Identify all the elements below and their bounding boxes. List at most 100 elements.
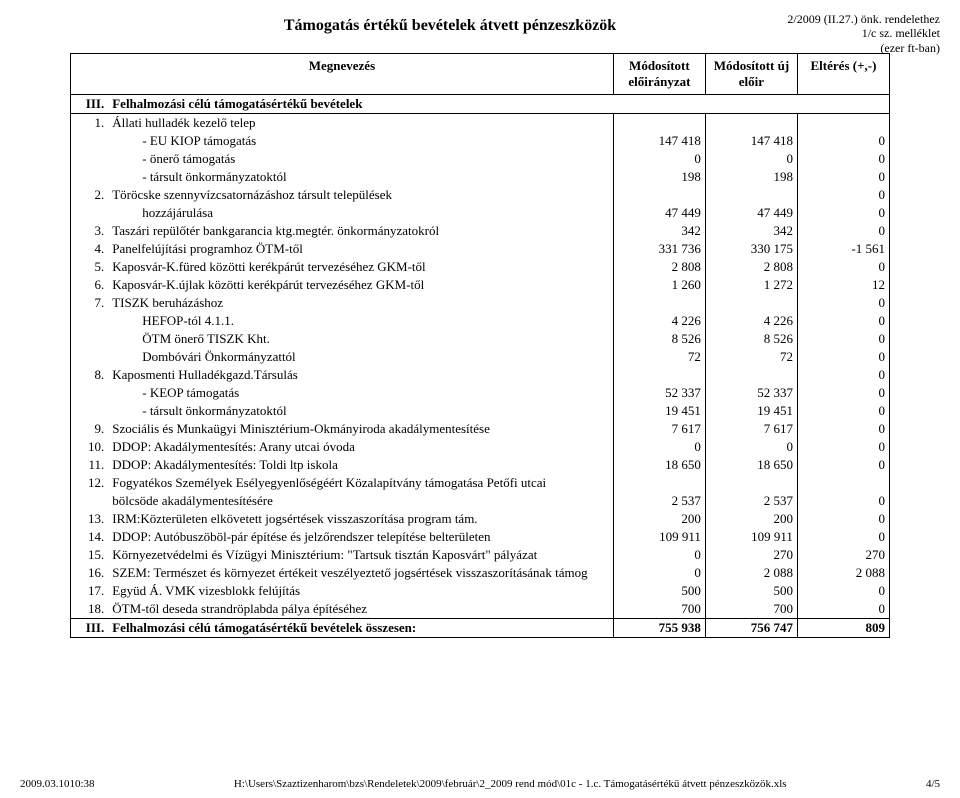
row-v1: 2 537 [613,492,705,510]
row-name: ÖTM önerő TISZK Kht. [108,330,613,348]
row-num: 2. [71,186,109,204]
row-v3: 0 [797,492,889,510]
row-num [71,402,109,420]
row-v3: 0 [797,168,889,186]
row-v2: 147 418 [705,132,797,150]
table-row: 5.Kaposvár-K.füred közötti kerékpárút te… [71,258,890,276]
row-v2: 18 650 [705,456,797,474]
row-v3: 12 [797,276,889,294]
row-v3: 0 [797,294,889,312]
table-row: 18.ÖTM-től deseda strandröplabda pálya é… [71,600,890,619]
row-v1 [613,186,705,204]
row-num [71,168,109,186]
row-v2: 0 [705,150,797,168]
table-row: 3.Taszári repülőtér bankgarancia ktg.meg… [71,222,890,240]
row-v1 [613,294,705,312]
row-v2: 47 449 [705,204,797,222]
row-v2: 52 337 [705,384,797,402]
row-v1: 0 [613,150,705,168]
row-name: IRM:Közterületen elkövetett jogsértések … [108,510,613,528]
row-v2: 198 [705,168,797,186]
row-name: Taszári repülőtér bankgarancia ktg.megté… [108,222,613,240]
total-label: Felhalmozási célú támogatásértékű bevéte… [108,619,613,638]
row-v1: 18 650 [613,456,705,474]
row-v1: 331 736 [613,240,705,258]
row-name: DDOP: Autóbuszöböl-pár építése és jelzőr… [108,528,613,546]
row-v1: 342 [613,222,705,240]
page-footer: 2009.03.1010:38 H:\Users\Szaztizenharom\… [20,778,940,790]
row-num [71,492,109,510]
table-row: ÖTM önerő TISZK Kht.8 5268 5260 [71,330,890,348]
row-name: Állati hulladék kezelő telep [108,114,613,133]
row-name: DDOP: Akadálymentesítés: Arany utcai óvo… [108,438,613,456]
row-v3: 0 [797,510,889,528]
table-row: 1.Állati hulladék kezelő telep [71,114,890,133]
row-v2: 2 088 [705,564,797,582]
page-title: Támogatás értékű bevételek átvett pénzes… [220,17,680,35]
section-label: Felhalmozási célú támogatásértékű bevéte… [108,95,889,114]
row-v1: 700 [613,600,705,619]
total-num: III. [71,619,109,638]
row-name: TISZK beruházáshoz [108,294,613,312]
section-num: III. [71,95,109,114]
row-num: 12. [71,474,109,492]
row-num: 15. [71,546,109,564]
row-name: Panelfelújítási programhoz ÖTM-től [108,240,613,258]
row-num: 3. [71,222,109,240]
row-num: 6. [71,276,109,294]
table-row: 15.Környezetvédelmi és Vízügyi Minisztér… [71,546,890,564]
row-num [71,348,109,366]
table-row: 14.DDOP: Autóbuszöböl-pár építése és jel… [71,528,890,546]
row-num [71,312,109,330]
row-v2: 2 808 [705,258,797,276]
table-row: hozzájárulása47 44947 4490 [71,204,890,222]
table-row: 8.Kaposmenti Hulladékgazd.Társulás0 [71,366,890,384]
footer-timestamp: 2009.03.1010:38 [20,778,95,790]
row-v3: 0 [797,312,889,330]
row-v3: 270 [797,546,889,564]
row-v3: 0 [797,528,889,546]
data-table: Megnevezés Módosított előirányzat Módosí… [70,53,890,638]
table-row: 17.Együd Á. VMK vizesblokk felújítás5005… [71,582,890,600]
total-v3: 809 [797,619,889,638]
row-v1: 1 260 [613,276,705,294]
footer-page-number: 4/5 [926,778,940,790]
row-v3: -1 561 [797,240,889,258]
row-name: Szociális és Munkaügyi Minisztérium-Okmá… [108,420,613,438]
row-v3: 0 [797,582,889,600]
row-v3: 0 [797,258,889,276]
row-name: Együd Á. VMK vizesblokk felújítás [108,582,613,600]
row-v1: 198 [613,168,705,186]
row-v1: 19 451 [613,402,705,420]
row-v2: 109 911 [705,528,797,546]
table-row: Dombóvári Önkormányzattól72720 [71,348,890,366]
table-header-row: Megnevezés Módosított előirányzat Módosí… [71,54,890,95]
row-v1: 2 808 [613,258,705,276]
row-v1: 52 337 [613,384,705,402]
row-v2 [705,114,797,133]
table-row: HEFOP-tól 4.1.1.4 2264 2260 [71,312,890,330]
row-name: Töröcske szennyvízcsatornázáshoz társult… [108,186,613,204]
table-row: 4.Panelfelújítási programhoz ÖTM-től331 … [71,240,890,258]
table-row: 10.DDOP: Akadálymentesítés: Arany utcai … [71,438,890,456]
row-v2: 200 [705,510,797,528]
row-name: SZEM: Természet és környezet értékeit ve… [108,564,613,582]
row-name: - KEOP támogatás [108,384,613,402]
row-name: hozzájárulása [108,204,613,222]
footer-filepath: H:\Users\Szaztizenharom\bzs\Rendeletek\2… [234,778,787,790]
table-row: 16.SZEM: Természet és környezet értékeit… [71,564,890,582]
table-row: 2.Töröcske szennyvízcsatornázáshoz társu… [71,186,890,204]
row-v3 [797,474,889,492]
row-v2: 19 451 [705,402,797,420]
row-num: 17. [71,582,109,600]
row-num [71,204,109,222]
table-row: - EU KIOP támogatás147 418147 4180 [71,132,890,150]
row-num [71,330,109,348]
row-v3: 0 [797,366,889,384]
table-row: bölcsöde akadálymentesítésére2 5372 5370 [71,492,890,510]
row-v1: 0 [613,546,705,564]
row-v2: 4 226 [705,312,797,330]
table-row: - társult önkormányzatoktól1981980 [71,168,890,186]
row-v2: 1 272 [705,276,797,294]
col-header-name: Megnevezés [71,54,614,95]
